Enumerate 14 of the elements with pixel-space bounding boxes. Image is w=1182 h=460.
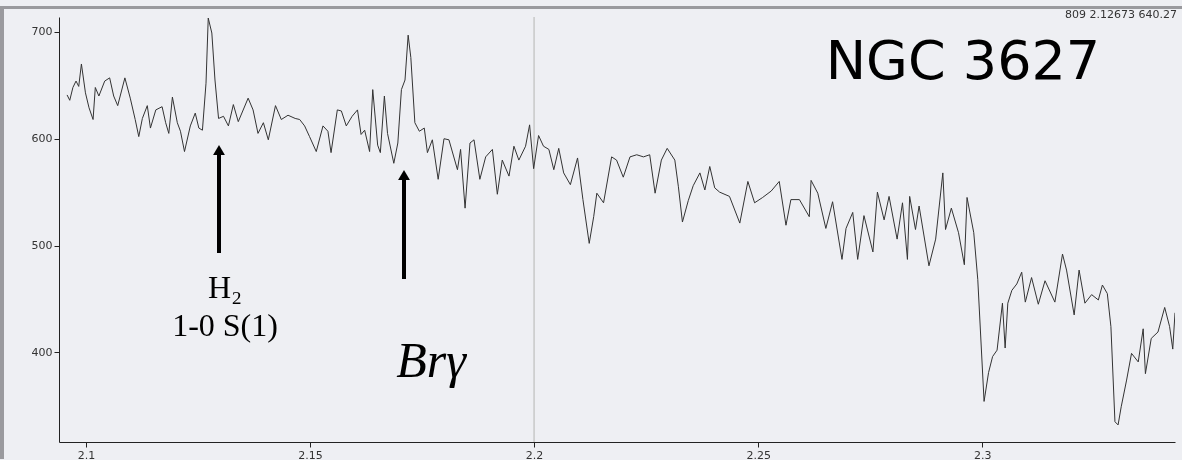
annotation: Brγ xyxy=(396,332,468,388)
x-tick-label: 2.2 xyxy=(525,448,544,460)
annotation: 809 2.12673 640.27 xyxy=(1065,8,1177,21)
y-tick-label: 700 xyxy=(31,25,53,39)
y-tick-label: 400 xyxy=(31,345,53,359)
annotation: H₂ 1-0 S(1) xyxy=(172,269,278,343)
chart-title: NGC 3627 xyxy=(825,29,1101,92)
x-tick-label: 2.25 xyxy=(746,448,771,460)
x-tick-label: 2.15 xyxy=(298,448,323,460)
y-tick-label: 500 xyxy=(31,239,53,253)
line-series xyxy=(66,17,1175,426)
x-tick-label: 2.3 xyxy=(974,448,992,460)
x-tick-label: 2.1 xyxy=(77,448,96,460)
y-tick-label: 600 xyxy=(31,132,53,146)
